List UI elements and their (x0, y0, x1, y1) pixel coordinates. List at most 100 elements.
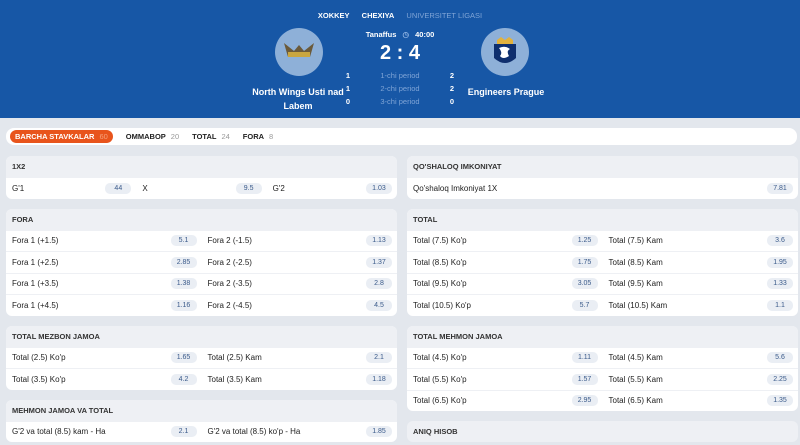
odds-button[interactable]: 2.1 (170, 426, 197, 438)
odds-button[interactable]: 1.37 (366, 256, 392, 268)
bet-outcome[interactable]: Total (3.5) Ko'p 4.2 (6, 373, 202, 385)
market-title[interactable]: MEHMON JAMOA VA TOTAL (6, 399, 397, 421)
breadcrumb-country[interactable]: CHEXIYA (361, 11, 395, 20)
bet-outcome[interactable]: G'2 1.03 (267, 182, 397, 194)
breadcrumb-league[interactable]: UNIVERSITET LIGASI (406, 11, 483, 20)
bet-outcome[interactable]: Fora 1 (+3.5) 1.38 (6, 278, 202, 290)
odds-button[interactable]: 5.6 (767, 352, 793, 364)
left-markets-column: 1X2 G'1 44 X 9.5 G'2 1.03 FORA Fora 1 (+1.5) 5.1 F… (6, 156, 397, 442)
odds-button[interactable]: 9.5 (235, 182, 262, 194)
bet-outcome[interactable]: Total (5.5) Ko'p 1.57 (407, 373, 603, 385)
bet-outcome[interactable]: Total (9.5) Ko'p 3.05 (407, 278, 603, 290)
odds-button[interactable]: 1.35 (767, 395, 793, 407)
period-home: 1 (345, 84, 351, 93)
bet-outcome[interactable]: Fora 2 (-3.5) 2.8 (202, 278, 398, 290)
odds-button[interactable]: 2.8 (366, 278, 392, 290)
outcome-label: Fora 1 (+2.5) (12, 257, 59, 267)
odds-button[interactable]: 2.85 (170, 256, 197, 268)
tab-label: BARCHA STAVKALAR (15, 132, 95, 141)
bet-outcome[interactable]: Qo'shaloq Imkoniyat 1X 7.81 (407, 182, 798, 194)
odds-button[interactable]: 1.75 (571, 256, 598, 268)
bet-outcome[interactable]: Fora 2 (-1.5) 1.13 (202, 235, 398, 247)
bet-outcome[interactable]: Fora 2 (-4.5) 4.5 (202, 299, 398, 311)
outcome-label: G'1 (12, 183, 25, 193)
period-label: 2-chi period (380, 84, 420, 93)
market-row: Total (5.5) Ko'p 1.57 Total (5.5) Kam 2.25 (407, 368, 798, 390)
bet-outcome[interactable]: Fora 1 (+1.5) 5.1 (6, 235, 202, 247)
bet-outcome[interactable]: Total (10.5) Kam 1.1 (603, 299, 799, 311)
market-title[interactable]: FORA (6, 208, 397, 230)
bet-outcome[interactable]: Total (6.5) Kam 1.35 (603, 395, 799, 407)
odds-button[interactable]: 1.11 (571, 352, 598, 364)
odds-button[interactable]: 44 (105, 182, 132, 194)
bet-outcome[interactable]: Total (9.5) Kam 1.33 (603, 278, 799, 290)
bet-outcome[interactable]: Total (2.5) Ko'p 1.65 (6, 352, 202, 364)
odds-button[interactable]: 1.85 (366, 426, 392, 438)
tab-total[interactable]: TOTAL 24 (192, 132, 230, 141)
odds-button[interactable]: 1.38 (170, 278, 197, 290)
bet-outcome[interactable]: Total (2.5) Kam 2.1 (202, 352, 398, 364)
odds-button[interactable]: 5.7 (571, 299, 598, 311)
outcome-label: Total (3.5) Kam (207, 374, 262, 384)
market-row: Total (4.5) Ko'p 1.11 Total (4.5) Kam 5.6 (407, 346, 799, 369)
tab-popular[interactable]: OMMABOP 20 (126, 132, 179, 141)
tab-count: 20 (170, 132, 180, 141)
match-header: XOKKEY CHEXIYA UNIVERSITET LIGASI North … (0, 0, 800, 118)
market-title[interactable]: TOTAL MEHMON JAMOA (407, 325, 798, 347)
bet-outcome[interactable]: Total (7.5) Kam 3.6 (603, 235, 799, 247)
odds-button[interactable]: 1.25 (571, 235, 598, 247)
market-card: TOTAL MEZBON JAMOA Total (2.5) Ko'p 1.65 To… (6, 325, 398, 390)
bet-outcome[interactable]: Total (7.5) Ko'p 1.25 (407, 235, 603, 247)
bet-outcome[interactable]: Total (4.5) Ko'p 1.11 (407, 352, 603, 364)
home-team-logo (275, 28, 323, 76)
bet-outcome[interactable]: Total (3.5) Kam 1.18 (202, 373, 398, 385)
period-label: 3-chi period (380, 97, 420, 106)
market-title[interactable]: TOTAL MEZBON JAMOA (6, 325, 397, 347)
bet-outcome[interactable]: Total (8.5) Ko'p 1.75 (407, 256, 603, 268)
odds-button[interactable]: 3.6 (767, 235, 793, 247)
odds-button[interactable]: 3.05 (571, 278, 598, 290)
market-title[interactable]: TOTAL (407, 208, 798, 230)
tab-label: OMMABOP (125, 132, 166, 141)
bet-outcome[interactable]: Total (10.5) Ko'p 5.7 (407, 299, 603, 311)
bet-outcome[interactable]: Total (4.5) Kam 5.6 (603, 352, 799, 364)
odds-button[interactable]: 1.03 (365, 182, 392, 194)
odds-button[interactable]: 4.2 (170, 373, 197, 385)
bet-outcome[interactable]: Total (6.5) Ko'p 2.95 (407, 395, 603, 407)
market-row: Qo'shaloq Imkoniyat 1X 7.81 (407, 177, 798, 199)
odds-button[interactable]: 2.95 (571, 395, 598, 407)
bet-outcome[interactable]: G'2 va total (8.5) kam - Ha 2.1 (6, 426, 202, 438)
odds-button[interactable]: 5.1 (170, 235, 197, 247)
odds-button[interactable]: 2.25 (767, 373, 793, 385)
tab-fora[interactable]: FORA 8 (243, 132, 273, 141)
period-row: 1 1-chi period 2 (340, 71, 460, 80)
odds-button[interactable]: 1.16 (170, 299, 197, 311)
odds-button[interactable]: 1.33 (767, 278, 793, 290)
bet-outcome[interactable]: Fora 1 (+4.5) 1.16 (6, 299, 202, 311)
odds-button[interactable]: 1.57 (571, 373, 598, 385)
odds-button[interactable]: 1.65 (170, 352, 197, 364)
breadcrumb-sport[interactable]: XOKKEY (317, 11, 350, 20)
away-team-logo (481, 28, 529, 76)
odds-button[interactable]: 1.13 (366, 235, 392, 247)
outcome-label: Qo'shaloq Imkoniyat 1X (413, 183, 498, 193)
odds-button[interactable]: 1.18 (366, 373, 392, 385)
outcome-label: Fora 2 (-3.5) (207, 279, 252, 289)
bet-outcome[interactable]: G'2 va total (8.5) ko'p - Ha 1.85 (202, 426, 398, 438)
odds-button[interactable]: 1.95 (767, 256, 793, 268)
tab-count: 24 (221, 132, 230, 141)
tab-all-bets[interactable]: BARCHA STAVKALAR 60 (10, 130, 113, 143)
bet-outcome[interactable]: Total (8.5) Kam 1.95 (603, 256, 799, 268)
odds-button[interactable]: 2.1 (366, 352, 392, 364)
market-title[interactable]: ANIQ HISOB (407, 421, 798, 442)
odds-button[interactable]: 7.81 (767, 182, 793, 194)
bet-outcome[interactable]: G'1 44 (6, 182, 136, 194)
odds-button[interactable]: 1.1 (767, 299, 793, 311)
odds-button[interactable]: 4.5 (366, 299, 392, 311)
bet-outcome[interactable]: Fora 1 (+2.5) 2.85 (6, 256, 202, 268)
bet-outcome[interactable]: X 9.5 (136, 182, 266, 194)
bet-outcome[interactable]: Fora 2 (-2.5) 1.37 (202, 256, 398, 268)
market-title[interactable]: QO'SHALOQ IMKONIYAT (407, 156, 798, 177)
market-title[interactable]: 1X2 (6, 156, 397, 177)
bet-outcome[interactable]: Total (5.5) Kam 2.25 (603, 373, 799, 385)
